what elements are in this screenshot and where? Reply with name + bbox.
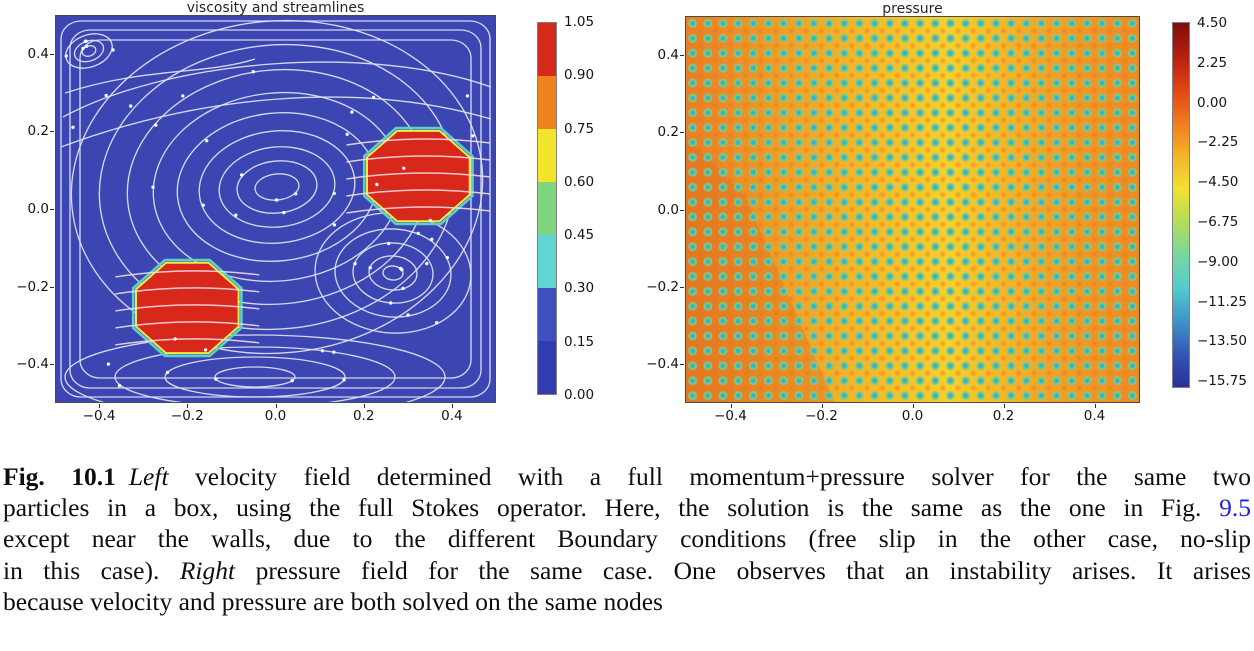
caption-italic-word: Right <box>179 555 236 585</box>
left-plot-y-tick-label: −0.2 <box>16 278 49 295</box>
right-plot-y-tick-label: 0.4 <box>657 46 679 63</box>
right-plot-y-tick-label: −0.4 <box>646 356 679 373</box>
caption-text: pressure field for the same case. One ob… <box>235 555 1251 585</box>
left-plot-x-tick-mark <box>187 404 189 408</box>
right-plot-x-tick-label: −0.2 <box>805 408 838 424</box>
viscosity-colorbar-segment <box>538 182 556 235</box>
viscosity-streamlines-plot <box>55 15 496 403</box>
right-plot-y-tick-label: 0.0 <box>657 201 679 218</box>
left-plot-y-tick-mark <box>50 364 54 366</box>
streamlines-layer <box>60 19 492 403</box>
left-plot-x-tick-label: 0.0 <box>264 408 287 424</box>
left-plot-y-tick-mark <box>50 53 54 55</box>
viscosity-colorbar <box>537 22 557 395</box>
pressure-colorbar-tick-label: −11.25 <box>1197 293 1247 310</box>
pressure-node-dots <box>687 18 1138 401</box>
streamline-arrow-dots <box>64 39 475 388</box>
right-plot-x-tick-mark <box>1003 404 1005 408</box>
pressure-colorbar-tick-label: −15.75 <box>1197 373 1247 390</box>
left-plot-title: viscosity and streamlines <box>186 0 365 16</box>
viscosity-colorbar-tick-label: 0.00 <box>564 387 595 403</box>
viscosity-colorbar-tick-label: 0.75 <box>564 120 595 137</box>
caption-text: velocity field determined with a full mo… <box>168 462 1251 491</box>
viscosity-colorbar-tick-label: 0.45 <box>564 227 595 244</box>
viscosity-colorbar-tick-label: 0.90 <box>564 67 595 84</box>
left-plot-y-tick-label: 0.0 <box>27 201 49 217</box>
figure-caption: Fig. 10.1 Left velocity field determined … <box>3 461 1251 617</box>
pressure-colorbar-tick-label: 2.25 <box>1197 54 1228 71</box>
caption-italic-word: Left <box>128 462 169 491</box>
viscosity-colorbar-segment <box>538 341 556 394</box>
right-plot-x-tick-label: −0.4 <box>714 408 747 424</box>
left-plot-y-tick-mark <box>50 286 54 288</box>
left-plot-y-tick-mark <box>50 209 54 210</box>
caption-text: particles in a box, using the full Stoke… <box>3 493 1220 523</box>
right-plot-x-tick-mark <box>730 404 732 408</box>
viscous-particles <box>131 126 474 358</box>
right-plot-x-tick-label: 0.2 <box>992 408 1015 424</box>
viscosity-colorbar-tick-label: 1.05 <box>564 14 595 30</box>
viscosity-colorbar-tick-label: 0.60 <box>564 173 595 190</box>
pressure-colorbar-tick-label: −9.00 <box>1197 253 1239 270</box>
right-plot-y-tick-label: −0.2 <box>646 278 679 295</box>
caption-text: because velocity and pressure are both s… <box>3 586 663 616</box>
viscosity-colorbar-segment <box>538 23 556 76</box>
figure-label-bold: Fig. 10.1 <box>3 462 116 491</box>
left-plot-y-tick-label: 0.4 <box>27 45 49 62</box>
caption-line: particles in a box, using the full Stoke… <box>3 492 1251 523</box>
left-plot-x-tick-label: −0.4 <box>82 408 116 424</box>
caption-line: Fig. 10.1 Left velocity field determined … <box>3 461 1251 492</box>
right-plot-x-tick-mark <box>912 404 914 408</box>
caption-line: except near the walls, due to the differ… <box>3 523 1251 554</box>
viscosity-colorbar-tick-label: 0.30 <box>564 280 595 297</box>
right-plot-x-tick-mark <box>821 404 823 408</box>
pressure-colorbar-tick-label: −6.75 <box>1197 214 1239 230</box>
right-plot-y-tick-mark <box>680 209 684 211</box>
left-plot-x-tick-mark <box>275 404 277 408</box>
left-plot-x-tick-mark <box>363 404 365 408</box>
right-plot-title: pressure <box>882 1 943 17</box>
caption-text: in this case). <box>3 555 180 585</box>
pressure-colorbar-tick-label: 4.50 <box>1197 15 1228 31</box>
pressure-colorbar <box>1172 22 1190 388</box>
right-plot-y-tick-mark <box>680 364 684 366</box>
left-plot-x-tick-label: −0.2 <box>170 408 204 424</box>
pressure-offset-oscillation-dots <box>696 27 1129 392</box>
viscosity-colorbar-segment <box>538 235 556 288</box>
pressure-colorbar-tick-label: 0.00 <box>1197 94 1228 111</box>
right-plot-y-tick-mark <box>680 286 684 288</box>
caption-line: in this case). Right pressure field for … <box>3 555 1251 586</box>
left-plot-y-tick-label: −0.4 <box>16 356 49 373</box>
viscosity-colorbar-tick-label: 0.15 <box>564 333 595 350</box>
pressure-colorbar-tick-label: −13.50 <box>1197 333 1247 350</box>
right-plot-y-tick-mark <box>680 54 684 56</box>
viscosity-colorbar-segment <box>538 288 556 341</box>
left-plot-x-tick-label: 0.2 <box>352 408 375 424</box>
figure-reference-link[interactable]: 9.5 <box>1219 493 1251 523</box>
caption-line: because velocity and pressure are both s… <box>3 586 1251 617</box>
viscosity-colorbar-segment <box>538 129 556 182</box>
left-plot-y-tick-label: 0.2 <box>27 123 49 140</box>
right-plot-x-tick-label: 0.4 <box>1083 408 1106 424</box>
left-plot-y-tick-mark <box>50 131 54 133</box>
viscosity-colorbar-segment <box>538 76 556 129</box>
left-plot-x-tick-label: 0.4 <box>441 408 463 424</box>
caption-text: except near the walls, due to the differ… <box>3 524 1251 554</box>
pressure-colorbar-tick-label: −4.50 <box>1197 174 1239 191</box>
pressure-field-plot <box>685 16 1140 403</box>
pressure-colorbar-tick-label: −2.25 <box>1197 134 1239 151</box>
right-plot-x-tick-mark <box>1094 404 1096 408</box>
streamlines-over-particles <box>115 138 491 346</box>
left-plot-x-tick-mark <box>99 404 101 408</box>
right-plot-y-tick-mark <box>680 132 684 134</box>
right-plot-y-tick-label: 0.2 <box>657 124 679 141</box>
right-plot-x-tick-label: 0.0 <box>901 408 924 424</box>
left-plot-x-tick-mark <box>451 404 453 408</box>
